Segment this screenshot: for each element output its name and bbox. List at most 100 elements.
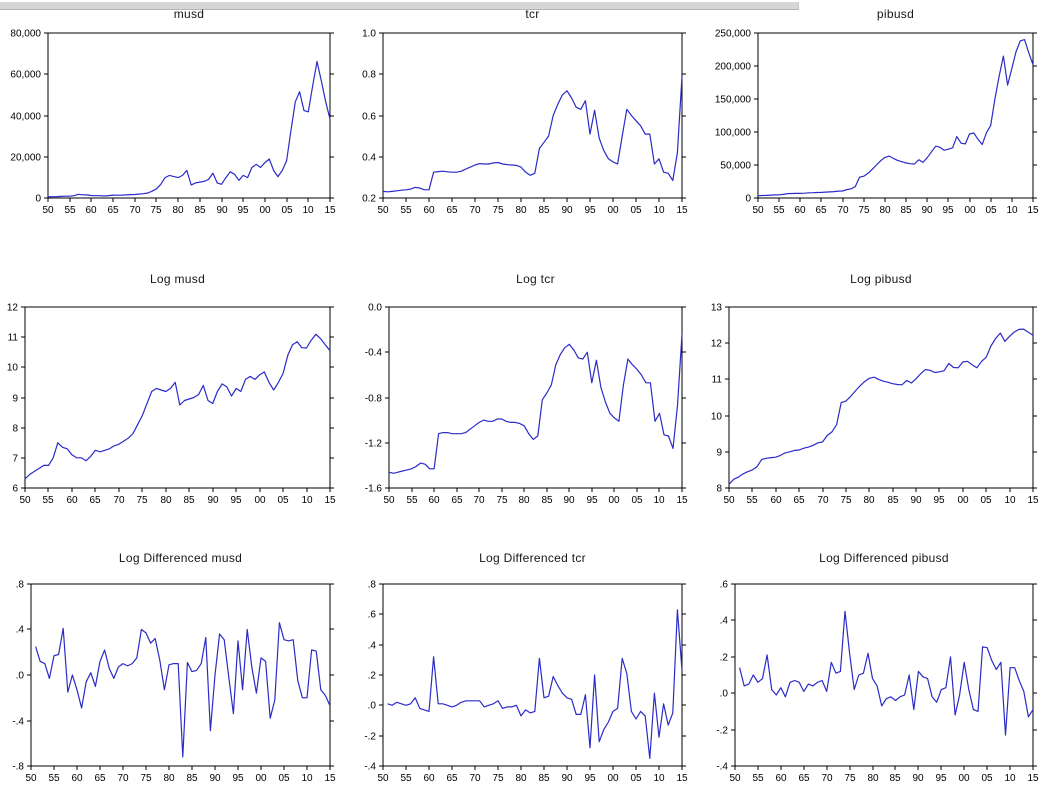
x-tick-label: 05 [277,495,289,506]
line-plot: 6 7 8 9 10 11 12 50 55 60 65 70 75 80 85 90 95 00 05 10 15 [7,303,336,507]
chart-title: tcr [525,7,540,21]
x-tick-label: 10 [301,773,313,784]
x-tick-label: 00 [255,773,267,784]
plot-frame [24,306,331,489]
x-tick-label: 70 [821,773,833,784]
x-tick-label: 00 [957,495,969,506]
x-tick-label: 95 [933,495,945,506]
x-tick-label: 00 [958,773,970,784]
x-tick-label: 65 [793,495,805,506]
x-tick-label: 95 [230,495,242,506]
y-tick-label: .4 [368,641,377,652]
x-tick-label: 95 [586,495,598,506]
plot-frame [757,32,1034,199]
window-edge-strip [0,2,799,10]
x-tick-label: 80 [867,773,879,784]
x-tick-label: 55 [400,205,412,216]
series-line [739,610,1034,736]
y-tick-label: -.4 [716,762,728,773]
x-tick-label: 85 [541,495,553,506]
x-tick-label: 75 [136,495,148,506]
chart-log-diff-musd: Log Differenced musd -.8 -.4 .0 .4 .8 50 55 60 6… [0,520,352,806]
chart-musd: musd 0 20,000 40,000 60,000 80,000 50 55 60 65 70… [0,0,352,230]
x-tick-label: 85 [889,773,901,784]
y-tick-label: -0.8 [365,394,383,405]
series-line [388,334,683,474]
x-tick-label: 00 [259,205,271,216]
x-tick-label: 55 [406,495,418,506]
x-tick-label: 55 [752,773,764,784]
y-tick-label: .2 [368,671,377,682]
x-tick-label: 95 [584,773,596,784]
x-tick-label: 85 [538,773,550,784]
x-tick-label: 05 [278,773,290,784]
y-tick-label: 9 [716,448,722,459]
y-tick-label: -1.6 [365,484,383,495]
x-tick-label: 10 [301,495,313,506]
x-tick-label: 50 [377,205,389,216]
y-tick-label: 10 [711,412,723,423]
x-tick-label: 90 [921,205,933,216]
x-tick-label: 10 [653,773,665,784]
y-tick-label: 40,000 [10,112,41,123]
x-tick-label: 15 [676,773,688,784]
y-tick-label: 20,000 [10,153,41,164]
x-tick-label: 75 [858,205,870,216]
x-tick-label: 55 [746,495,758,506]
x-tick-label: 00 [964,205,976,216]
y-tick-label: 9 [12,394,18,405]
x-tick-label: 70 [117,773,129,784]
x-tick-label: 55 [773,205,785,216]
y-tick-label: .0 [720,689,729,700]
y-tick-label: .6 [720,580,729,591]
series-line [24,333,331,480]
y-tick-label: 6 [12,484,18,495]
chart-log-pibusd: Log pibusd 8 9 10 11 12 13 50 55 60 65 70 75 80 85 90 9… [704,230,1055,520]
chart-log-diff-tcr: Log Differenced tcr -.4 -.2 .0 .2 .4 .6 .8 50 55… [352,520,704,806]
x-tick-label: 85 [186,773,198,784]
plot-frame [728,306,1034,489]
x-tick-label: 75 [150,205,162,216]
y-tick-label: 8 [716,484,722,495]
y-tick-label: 7 [12,454,18,465]
y-tick-label: 12 [711,339,723,350]
y-tick-label: 200,000 [715,62,752,73]
x-tick-label: 10 [1004,495,1016,506]
x-tick-label: 70 [817,495,829,506]
x-tick-label: 05 [981,773,993,784]
x-tick-label: 85 [887,495,899,506]
x-tick-label: 75 [492,773,504,784]
x-tick-label: 85 [538,205,550,216]
y-tick-label: .4 [720,616,729,627]
x-tick-label: 00 [254,495,266,506]
x-tick-label: 90 [561,773,573,784]
y-tick-label: .2 [720,653,729,664]
y-tick-label: -0.4 [365,348,383,359]
x-tick-label: 50 [42,205,54,216]
x-tick-label: 65 [89,495,101,506]
chart-log-musd: Log musd 6 7 8 9 10 11 12 50 55 60 65 70 75 80 85 90 95 0… [0,230,352,520]
chart-title: Log pibusd [850,272,912,286]
y-tick-label: 60,000 [10,70,41,81]
line-plot: -.4 -.2 .0 .2 .4 .6 50 55 60 65 70 75 80 85 90 95 00 05 10… [716,580,1039,785]
x-tick-label: 05 [985,205,997,216]
x-tick-label: 60 [423,205,435,216]
x-tick-label: 65 [451,495,463,506]
x-tick-label: 15 [1027,495,1039,506]
x-tick-label: 95 [942,205,954,216]
x-tick-label: 95 [935,773,947,784]
series-line [382,76,683,193]
chart-title: Log tcr [516,272,555,286]
x-tick-label: 80 [160,495,172,506]
x-tick-label: 80 [515,205,527,216]
x-tick-label: 80 [518,495,530,506]
y-tick-label: 80,000 [10,29,41,40]
x-tick-label: 10 [1004,773,1016,784]
x-tick-label: 60 [428,495,440,506]
x-tick-label: 60 [794,205,806,216]
line-plot: -1.6 -1.2 -0.8 -0.4 0.0 50 55 60 65 70 75 80 85 90 95 0… [365,303,688,507]
y-tick-label: 0 [745,194,751,205]
x-tick-label: 50 [752,205,764,216]
x-tick-label: 60 [85,205,97,216]
